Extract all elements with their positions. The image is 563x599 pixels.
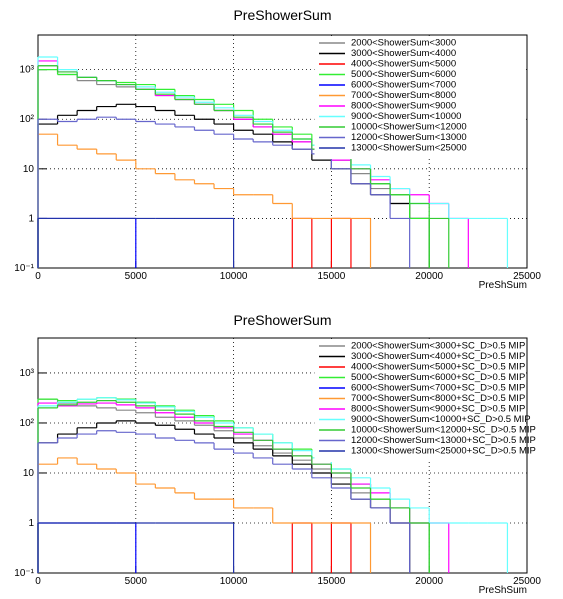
x-tick-label: 5000 <box>125 271 148 282</box>
chart-title: PreShowerSum <box>233 7 331 23</box>
y-tick-label: 10³ <box>20 65 35 76</box>
legend-label: 10000<ShowerSum<12000+SC_D>0.5 MIP <box>351 425 536 436</box>
y-tick-label: 10 <box>23 468 35 479</box>
x-axis-label: PreShSum <box>479 280 527 291</box>
legend-label: 5000<ShowerSum<6000 <box>351 69 456 80</box>
legend-label: 9000<ShowerSum<10000 <box>351 111 461 122</box>
legend-label: 5000<ShowerSum<6000+SC_D>0.5 MIP <box>351 372 525 383</box>
y-tick-label: 10² <box>20 114 35 125</box>
legend-box <box>314 339 526 462</box>
x-tick-label: 10000 <box>220 576 248 587</box>
legend-label: 13000<ShowerSum<25000 <box>351 143 467 154</box>
x-tick-label: 20000 <box>415 576 443 587</box>
y-tick-label: 10² <box>20 418 35 429</box>
x-tick-label: 15000 <box>317 271 345 282</box>
x-tick-label: 20000 <box>415 271 443 282</box>
legend-label: 6000<ShowerSum<7000 <box>351 80 456 91</box>
legend-label: 12000<ShowerSum<13000 <box>351 132 467 143</box>
legend-label: 4000<ShowerSum<5000+SC_D>0.5 MIP <box>351 362 525 373</box>
x-tick-label: 0 <box>35 271 41 282</box>
x-tick-label: 10000 <box>220 271 248 282</box>
legend-label: 13000<ShowerSum<25000+SC_D>0.5 MIP <box>351 446 536 457</box>
legend-box <box>314 36 526 159</box>
x-tick-label: 5000 <box>125 576 148 587</box>
chart-title: PreShowerSum <box>233 312 331 328</box>
legend-label: 2000<ShowerSum<3000+SC_D>0.5 MIP <box>351 341 525 352</box>
legend-label: 6000<ShowerSum<7000+SC_D>0.5 MIP <box>351 383 525 394</box>
y-tick-label: 1 <box>28 213 34 224</box>
legend-label: 9000<ShowerSum<10000+SC_D>0.5 MIP <box>351 414 531 425</box>
legend-label: 12000<ShowerSum<13000+SC_D>0.5 MIP <box>351 435 536 446</box>
x-tick-label: 25000 <box>513 576 541 587</box>
y-tick-label: 1 <box>28 518 34 529</box>
legend-label: 7000<ShowerSum<8000 <box>351 90 456 101</box>
legend-label: 2000<ShowerSum<3000 <box>351 38 456 49</box>
y-tick-label: 10⁻¹ <box>14 568 34 579</box>
x-tick-label: 25000 <box>513 271 541 282</box>
x-tick-label: 15000 <box>317 576 345 587</box>
legend-label: 3000<ShowerSum<4000 <box>351 48 456 59</box>
x-axis-label: PreShSum <box>479 585 527 596</box>
y-tick-label: 10⁻¹ <box>14 263 34 274</box>
x-tick-label: 0 <box>35 576 41 587</box>
legend-label: 8000<ShowerSum<9000 <box>351 101 456 112</box>
legend-label: 3000<ShowerSum<4000+SC_D>0.5 MIP <box>351 351 525 362</box>
legend-label: 8000<ShowerSum<9000+SC_D>0.5 MIP <box>351 404 525 415</box>
legend-label: 10000<ShowerSum<12000 <box>351 122 467 133</box>
y-tick-label: 10 <box>23 164 35 175</box>
legend-label: 7000<ShowerSum<8000+SC_D>0.5 MIP <box>351 393 525 404</box>
legend-label: 4000<ShowerSum<5000 <box>351 59 456 70</box>
y-tick-label: 10³ <box>20 368 35 379</box>
